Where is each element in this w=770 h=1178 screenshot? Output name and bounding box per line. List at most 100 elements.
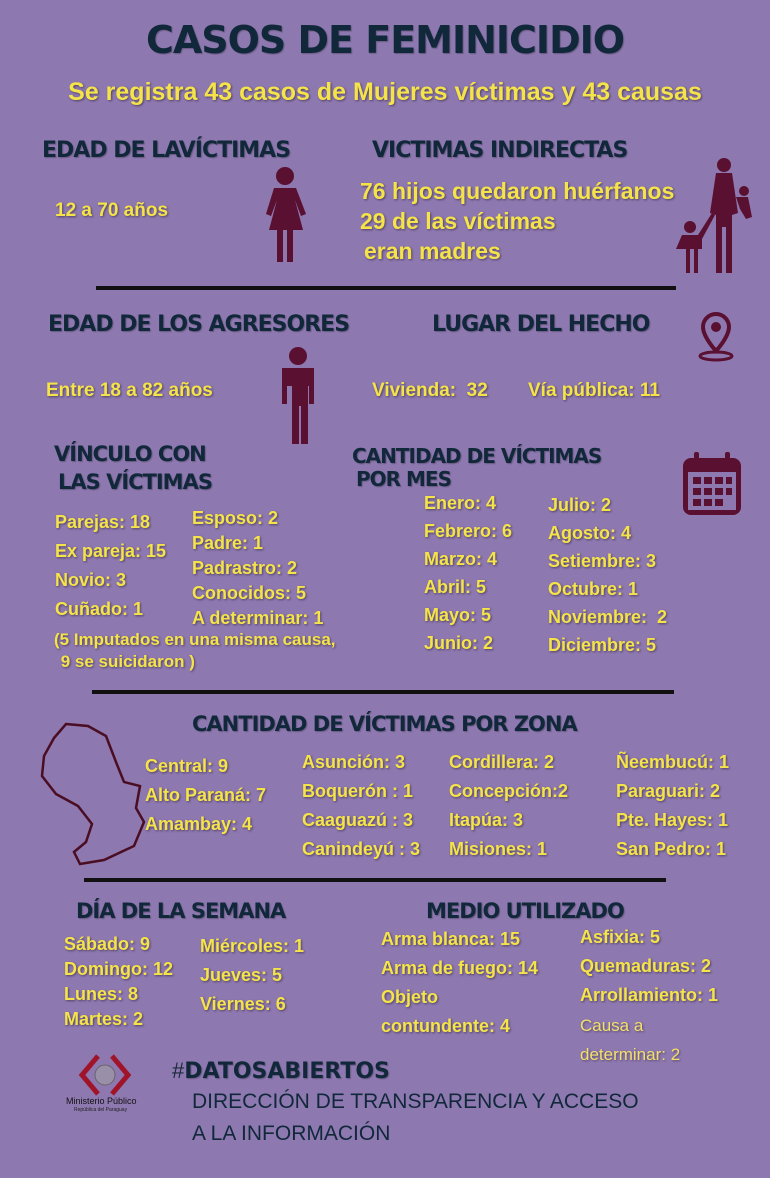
- edad-victimas-heading: EDAD DE LAVÍCTIMAS: [42, 138, 291, 163]
- vinculo-heading: VÍNCULO CON: [54, 442, 207, 466]
- list-item: Pte. Hayes: 1: [616, 810, 729, 830]
- footer-line: A LA INFORMACIÓN: [192, 1122, 391, 1145]
- list-item: Agosto: 4: [548, 523, 631, 543]
- por-zona-heading: CANTIDAD DE VÍCTIMAS POR ZONA: [192, 712, 578, 736]
- medio-col1: Arma blanca: 15 Arma de fuego: 14 Objeto co…: [381, 925, 538, 1041]
- list-item: Conocidos: 5: [192, 583, 307, 603]
- list-item: Concepción:2: [449, 781, 569, 801]
- divider: [96, 286, 676, 290]
- list-item: Abril: 5: [424, 577, 487, 597]
- list-item: Ñeembucú: 1: [616, 752, 730, 772]
- list-item: Ex pareja: 15: [55, 541, 167, 561]
- indirectas-line: 29 de las víctimas: [360, 208, 556, 234]
- list-item: Miércoles: 1: [200, 936, 305, 956]
- list-item: determinar: 2: [580, 1045, 681, 1064]
- list-item: Padre: 1: [192, 533, 264, 553]
- por-mes-heading: POR MES: [356, 467, 452, 491]
- dia-col1: Sábado: 9 Domingo: 12 Lunes: 8 Martes: 2: [64, 932, 173, 1032]
- list-item: Asfixia: 5: [580, 927, 661, 947]
- page-title: CASOS DE FEMINICIDIO: [145, 18, 625, 62]
- dia-semana-heading: DÍA DE LA SEMANA: [76, 899, 286, 923]
- divider: [84, 878, 666, 882]
- list-item: Itapúa: 3: [449, 810, 524, 830]
- vinculo-heading: LAS VÍCTIMAS: [58, 470, 213, 494]
- list-item: contundente: 4: [381, 1016, 510, 1036]
- list-item: A determinar: 1: [192, 608, 324, 628]
- edad-victimas-value: 12 a 70 años: [55, 200, 169, 221]
- logo-name: Ministerio Público: [66, 1096, 137, 1106]
- list-item: Enero: 4: [424, 493, 497, 513]
- footer-line: DIRECCIÓN DE TRANSPARENCIA Y ACCESO: [192, 1090, 639, 1113]
- lugar-via-publica: Vía pública: 11: [528, 380, 660, 401]
- zona-col4: Ñeembucú: 1 Paraguari: 2 Pte. Hayes: 1 San …: [616, 748, 729, 864]
- list-item: Marzo: 4: [424, 549, 498, 569]
- list-item: Objeto: [381, 987, 438, 1007]
- list-item: Cuñado: 1: [55, 599, 143, 619]
- vinculo-col2: Esposo: 2 Padre: 1 Padrastro: 2 Conocidos: …: [192, 506, 323, 631]
- hashtag-prefix: #: [172, 1058, 185, 1083]
- list-item: Caaguazú : 3: [302, 810, 414, 830]
- zona-col2: Asunción: 3 Boquerón : 1 Caaguazú : 3 Canin…: [302, 748, 420, 864]
- medio-col2b: Causa a determinar: 2: [580, 1011, 680, 1069]
- list-item: Novio: 3: [55, 570, 127, 590]
- list-item: Canindeyú : 3: [302, 839, 421, 859]
- list-item: Quemaduras: 2: [580, 956, 712, 976]
- list-item: Mayo: 5: [424, 605, 492, 625]
- vinculo-col1: Parejas: 18 Ex pareja: 15 Novio: 3 Cuñado: …: [55, 508, 166, 624]
- list-item: Sábado: 9: [64, 934, 151, 954]
- list-item: Parejas: 18: [55, 512, 151, 532]
- por-mes-heading: CANTIDAD DE VÍCTIMAS: [352, 444, 602, 468]
- zona-col3: Cordillera: 2 Concepción:2 Itapúa: 3 Mision…: [449, 748, 568, 864]
- list-item: Misiones: 1: [449, 839, 548, 859]
- indirectas-line: eran madres: [364, 238, 501, 264]
- list-item: Padrastro: 2: [192, 558, 298, 578]
- por-mes-col1: Enero: 4 Febrero: 6 Marzo: 4 Abril: 5 Mayo: …: [424, 489, 512, 657]
- list-item: Diciembre: 5: [548, 635, 657, 655]
- list-item: Central: 9: [145, 756, 229, 776]
- list-item: Arma de fuego: 14: [381, 958, 539, 978]
- list-item: Noviembre: 2: [548, 607, 668, 627]
- divider: [92, 690, 674, 694]
- list-item: Cordillera: 2: [449, 752, 555, 772]
- list-item: Arma blanca: 15: [381, 929, 521, 949]
- list-item: Causa a: [580, 1016, 644, 1035]
- mother-children-icon: [676, 158, 752, 273]
- location-pin-icon: [698, 312, 734, 362]
- vinculo-note: (5 Imputados en una misma causa,: [54, 630, 336, 649]
- list-item: Lunes: 8: [64, 984, 139, 1004]
- medio-heading: MEDIO UTILIZADO: [426, 899, 625, 923]
- list-item: Esposo: 2: [192, 508, 279, 528]
- list-item: Domingo: 12: [64, 959, 174, 979]
- zona-col1: Central: 9 Alto Paraná: 7 Amambay: 4: [145, 752, 266, 839]
- calendar-icon: [683, 452, 741, 515]
- list-item: Febrero: 6: [424, 521, 513, 541]
- vinculo-note: 9 se suicidaron ): [56, 652, 195, 671]
- list-item: Octubre: 1: [548, 579, 639, 599]
- lugar-heading: LUGAR DEL HECHO: [432, 312, 650, 337]
- por-mes-col2: Julio: 2 Agosto: 4 Setiembre: 3 Octubre: 1 N…: [548, 491, 667, 659]
- list-item: Amambay: 4: [145, 814, 253, 834]
- ministerio-publico-logo: [78, 1054, 132, 1096]
- list-item: Setiembre: 3: [548, 551, 657, 571]
- subtitle: Se registra 43 casos de Mujeres víctimas…: [68, 78, 702, 106]
- list-item: Junio: 2: [424, 633, 494, 653]
- list-item: Julio: 2: [548, 495, 612, 515]
- woman-icon: [266, 167, 306, 262]
- list-item: Viernes: 6: [200, 994, 286, 1014]
- medio-col2: Asfixia: 5 Quemaduras: 2 Arrollamiento: 1: [580, 923, 718, 1010]
- list-item: Martes: 2: [64, 1009, 144, 1029]
- edad-agresores-value: Entre 18 a 82 años: [46, 380, 213, 401]
- hashtag: #DATOSABIERTOS: [172, 1058, 390, 1084]
- hashtag-text: DATOSABIERTOS: [184, 1059, 390, 1084]
- list-item: Paraguari: 2: [616, 781, 721, 801]
- edad-agresores-heading: EDAD DE LOS AGRESORES: [48, 312, 350, 337]
- list-item: Asunción: 3: [302, 752, 406, 772]
- list-item: Jueves: 5: [200, 965, 283, 985]
- list-item: Alto Paraná: 7: [145, 785, 267, 805]
- list-item: Boquerón : 1: [302, 781, 413, 801]
- dia-col2: Miércoles: 1 Jueves: 5 Viernes: 6: [200, 932, 304, 1019]
- paraguay-map-icon: [40, 722, 146, 866]
- list-item: San Pedro: 1: [616, 839, 727, 859]
- list-item: Arrollamiento: 1: [580, 985, 719, 1005]
- indirectas-line: 76 hijos quedaron huérfanos: [360, 178, 675, 204]
